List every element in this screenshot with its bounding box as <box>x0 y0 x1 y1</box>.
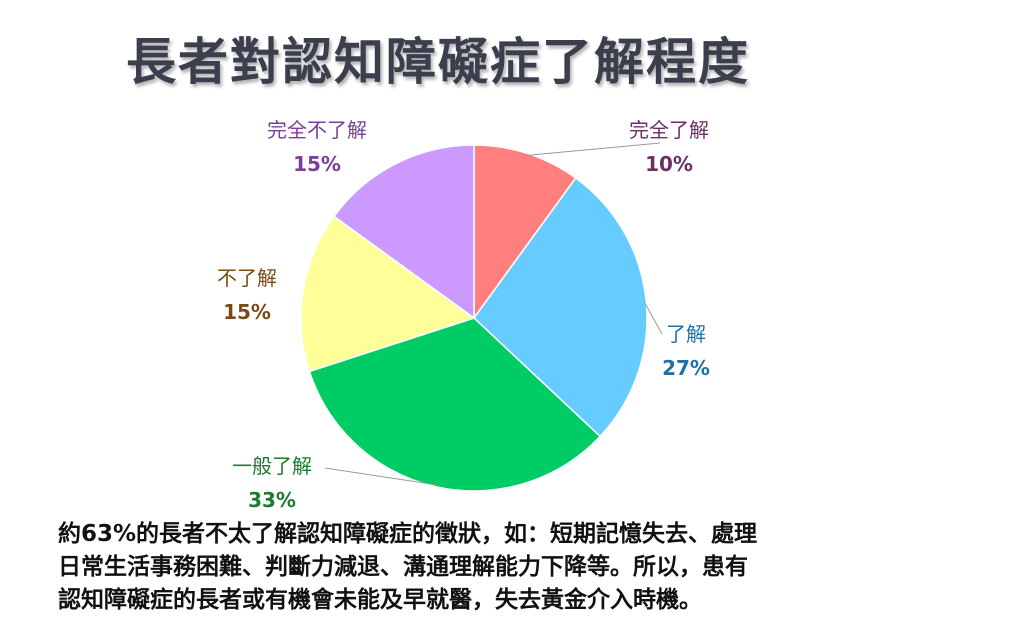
pie-slice-1 <box>473 144 577 321</box>
caption-line-1: 約63%的長者不太了解認知障礙症的徵狀，如：短期記憶失去、處理 <box>58 521 758 547</box>
chart-title: 長者對認知障礙症了解程度 <box>126 33 750 91</box>
slice-value-2: 27% <box>662 356 710 380</box>
leader-line-1 <box>526 142 661 156</box>
slice-label-5: 完全不了解 <box>267 118 367 142</box>
slice-label-3: 一般了解 <box>232 454 312 478</box>
leader-line-3 <box>324 467 437 486</box>
slice-value-1: 10% <box>645 152 693 176</box>
slice-label-2: 了解 <box>666 322 706 346</box>
leader-line-2 <box>643 301 663 335</box>
slice-label-4: 不了解 <box>217 266 277 290</box>
caption-line-2: 日常生活事務困難、判斷力減退、溝通理解能力下降等。所以，患有 <box>58 554 748 580</box>
caption-text: 約63%的長者不太了解認知障礙症的徵狀，如：短期記憶失去、處理 日常生活事務困難… <box>58 518 958 617</box>
slice-label-1: 完全了解 <box>629 118 709 142</box>
pie-slice-4 <box>300 215 476 373</box>
pie-slice-5 <box>332 144 475 320</box>
caption-line-3: 認知障礙症的長者或有機會未能及早就醫，失去黃金介入時機。 <box>58 587 702 613</box>
pie-slice-3 <box>308 317 602 492</box>
slice-value-5: 15% <box>293 152 341 176</box>
slice-value-4: 15% <box>223 300 271 324</box>
pie-slice-2 <box>473 176 648 438</box>
slice-value-3: 33% <box>248 488 296 512</box>
